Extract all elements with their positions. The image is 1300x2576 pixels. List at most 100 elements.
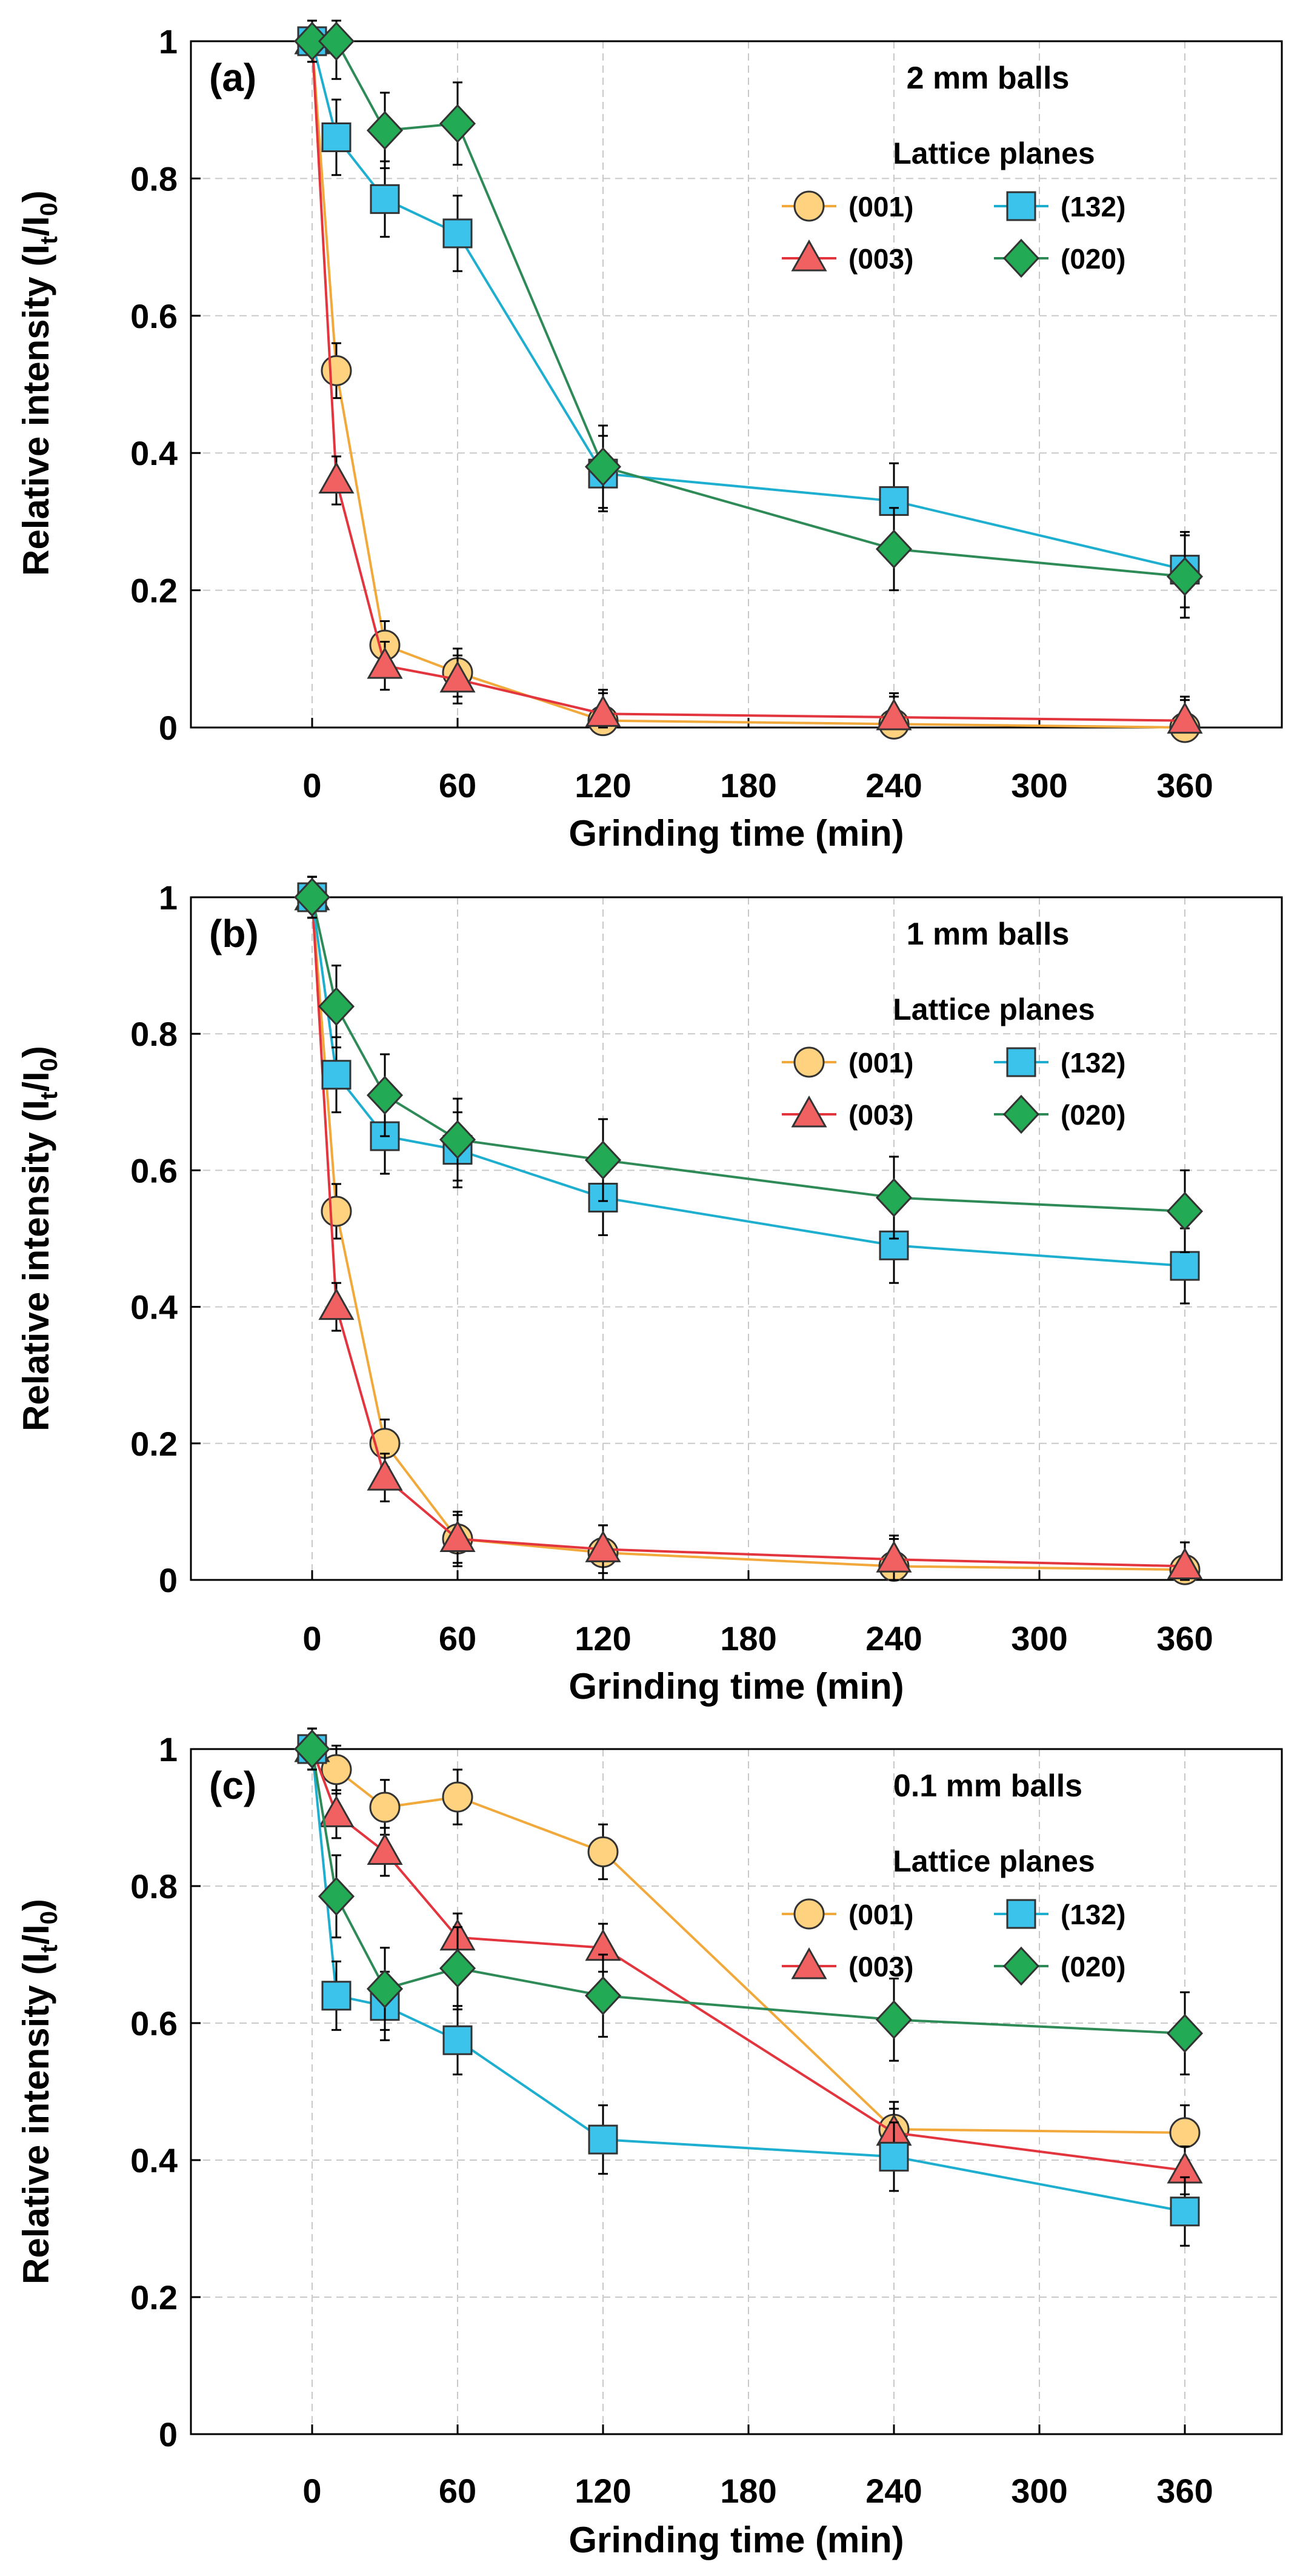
data-point-diamond — [584, 447, 622, 487]
y-axis-label-subscript: 0 — [36, 1058, 62, 1071]
ball-size-annotation: 2 mm balls — [907, 61, 1070, 96]
legend-label: (001) — [848, 191, 913, 222]
y-tick-label-5: 1 — [159, 22, 178, 61]
x-tick-label-4: 240 — [865, 2472, 922, 2510]
x-axis-label: Grinding time (min) — [568, 1666, 904, 1707]
legend-title: Lattice planes — [893, 1844, 1095, 1878]
x-tick-label-0: 0 — [302, 1619, 321, 1658]
y-tick-label-1: 0.2 — [130, 1425, 178, 1463]
y-axis-label-subscript: t — [36, 1945, 62, 1953]
data-point-triangle — [318, 461, 355, 493]
data-point-diamond — [1166, 1191, 1204, 1231]
y-tick-label-5: 1 — [159, 878, 178, 917]
legend-triangle-marker — [791, 1095, 827, 1128]
legend-item-circle: (001) — [782, 1898, 913, 1930]
y-axis-label-part: /I — [16, 216, 56, 236]
data-point-diamond — [439, 104, 476, 144]
data-point-triangle — [1167, 1547, 1203, 1579]
y-axis-label-subscript: 0 — [36, 202, 62, 216]
data-point-diamond — [1166, 557, 1204, 597]
x-tick-label-6: 360 — [1156, 2472, 1213, 2510]
y-tick-label-2: 0.4 — [130, 2141, 178, 2180]
y-tick-label-4: 0.8 — [130, 159, 178, 198]
data-point-circle — [321, 355, 352, 386]
data-point-diamond — [875, 529, 913, 569]
legend-label: (003) — [848, 1951, 913, 1982]
x-tick-label-1: 60 — [439, 1619, 476, 1658]
legend-item-square: (132) — [994, 191, 1125, 222]
data-point-circle — [587, 1836, 619, 1867]
data-point-diamond — [318, 1876, 355, 1916]
data-point-square — [1170, 2196, 1200, 2227]
data-point-diamond — [584, 1140, 622, 1180]
data-point-square — [588, 2124, 618, 2155]
data-point-diamond — [293, 21, 331, 61]
data-point-triangle — [876, 698, 912, 731]
x-tick-label-2: 120 — [575, 2472, 631, 2510]
ball-size-annotation: 0.1 mm balls — [893, 1768, 1082, 1804]
data-point-triangle — [318, 1795, 355, 1827]
data-point-diamond — [366, 1076, 404, 1115]
y-axis-label-part: /I — [16, 1924, 56, 1944]
data-point-circle — [321, 1754, 352, 1785]
legend-label: (132) — [1061, 1899, 1125, 1930]
panel-b: 0 0.2 0.4 0.6 0.8 1 0 60 120 180 240 300 360 Grinding… — [16, 875, 1283, 1707]
data-point-diamond — [439, 1120, 476, 1159]
y-tick-label-4: 0.8 — [130, 1867, 178, 1905]
panel-tag: (c) — [209, 1764, 256, 1807]
y-axis-label-part: Relative intensity (I — [16, 244, 56, 576]
legend-square-marker — [1006, 191, 1036, 221]
legend-label: (003) — [848, 1099, 913, 1131]
legend-label: (020) — [1061, 1951, 1125, 1982]
data-point-diamond — [318, 986, 355, 1026]
y-axis-label-subscript: t — [36, 236, 62, 244]
data-point-triangle — [585, 695, 621, 727]
y-tick-label-2: 0.4 — [130, 1288, 178, 1326]
x-tick-label-6: 360 — [1156, 766, 1213, 805]
x-tick-label-5: 300 — [1011, 2472, 1067, 2510]
data-point-diamond — [875, 1178, 913, 1217]
legend-item-diamond: (020) — [994, 1946, 1125, 1986]
data-point-diamond — [318, 21, 355, 61]
y-axis-label-part: Relative intensity (I — [16, 1953, 56, 2284]
legend-circle-marker — [793, 190, 825, 222]
data-point-square — [321, 1981, 352, 2011]
data-point-triangle — [876, 1541, 912, 1573]
y-axis-label-part: ) — [16, 190, 56, 202]
x-tick-label-0: 0 — [302, 2472, 321, 2510]
legend-item-circle: (001) — [782, 1046, 913, 1079]
data-point-triangle — [367, 647, 403, 679]
y-axis-label-part: /I — [16, 1071, 56, 1091]
data-point-diamond — [439, 1949, 476, 1988]
legend-diamond-marker — [1002, 1094, 1040, 1134]
plot-frame — [190, 896, 1283, 1581]
y-axis-label-subscript: t — [36, 1092, 62, 1100]
data-point-square — [1170, 1251, 1200, 1281]
legend-title: Lattice planes — [893, 136, 1095, 170]
x-tick-label-4: 240 — [865, 1619, 922, 1658]
plot-frame — [190, 40, 1283, 729]
data-point-triangle — [439, 660, 476, 693]
data-point-square — [370, 184, 400, 214]
data-point-square — [442, 218, 473, 249]
legend-title: Lattice planes — [893, 992, 1095, 1026]
y-tick-label-1: 0.2 — [130, 2278, 178, 2317]
y-tick-label-3: 0.6 — [130, 1151, 178, 1189]
y-tick-label-3: 0.6 — [130, 2004, 178, 2042]
x-tick-label-4: 240 — [865, 766, 922, 805]
legend-square-marker — [1006, 1899, 1036, 1929]
data-point-circle — [442, 1781, 473, 1813]
data-point-triangle — [318, 1288, 355, 1320]
panel-a: 0 0.2 0.4 0.6 0.8 1 0 60 120 180 240 300 360 Grinding… — [16, 19, 1283, 854]
data-point-diamond — [293, 877, 331, 917]
y-tick-label-2: 0.4 — [130, 434, 178, 472]
y-axis-label-part: ) — [16, 1899, 56, 1911]
data-point-triangle — [367, 1833, 403, 1865]
y-axis-label-part: Relative intensity (I — [16, 1100, 56, 1431]
data-point-circle — [369, 1791, 401, 1823]
legend-label: (020) — [1061, 243, 1125, 275]
x-tick-label-3: 180 — [720, 1619, 776, 1658]
y-axis-label: Relative intensity (It/I0) — [16, 1899, 62, 2284]
panel-c: 0 0.2 0.4 0.6 0.8 1 0 60 120 180 240 300 360 Grinding… — [16, 1727, 1283, 2560]
legend-circle-marker — [793, 1046, 825, 1078]
